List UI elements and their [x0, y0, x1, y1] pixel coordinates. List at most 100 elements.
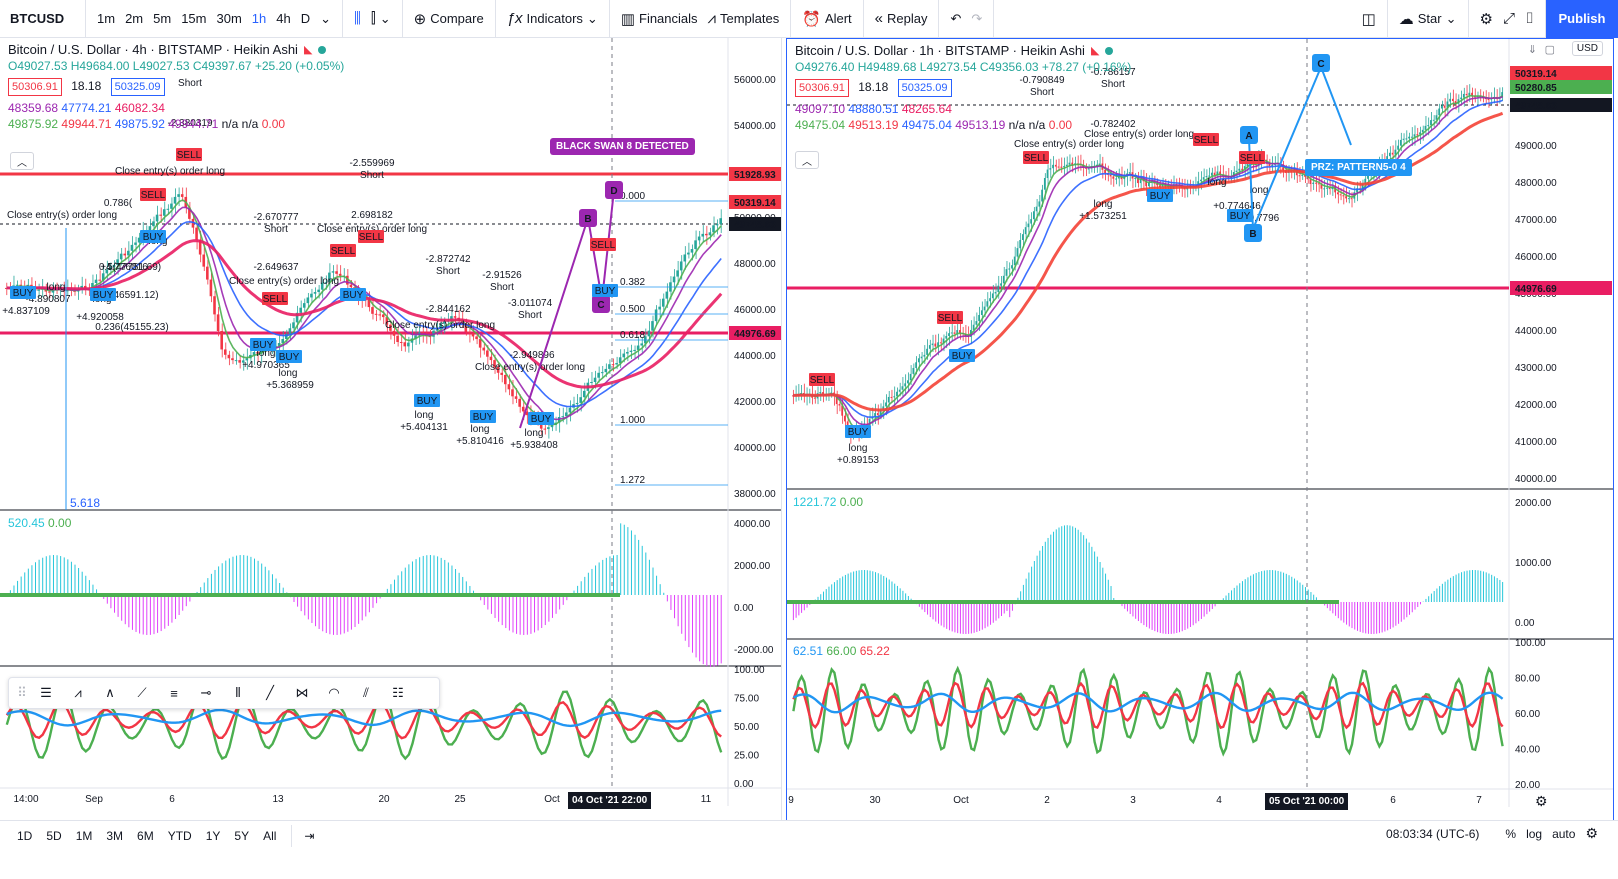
abcde-pattern-icon[interactable]: ⩘ — [74, 685, 82, 700]
left-sell-price[interactable]: 50306.91 — [8, 78, 62, 96]
log-toggle[interactable]: log — [1526, 826, 1543, 841]
range-5D[interactable]: 5D — [46, 829, 62, 843]
fib-left-label: 5.618 — [70, 496, 101, 510]
symbol-search[interactable]: BTCUSD — [0, 0, 86, 37]
fullscreen-icon[interactable]: ⤢ — [1502, 10, 1515, 27]
candle-body — [672, 276, 676, 283]
prz-label: PRZ: PATTERN5-0 4 — [1305, 159, 1412, 176]
candle-body — [1326, 187, 1328, 189]
candle-body — [403, 342, 407, 347]
xabcd-pattern-icon[interactable]: ⋈ — [295, 685, 309, 700]
candle-body — [582, 390, 586, 398]
camera-icon[interactable]: ⌷ — [1524, 10, 1534, 27]
financials-button[interactable]: ▥ Financials — [616, 5, 703, 33]
range-5Y[interactable]: 5Y — [234, 829, 250, 843]
interval-15m[interactable]: 15m — [181, 11, 207, 26]
right-time-cursor: 05 Oct '21 00:00 — [1265, 793, 1349, 810]
publish-button[interactable]: Publish — [1546, 0, 1618, 38]
parallel-channel-icon[interactable]: ⫽ — [363, 685, 369, 700]
right-sell-price[interactable]: 50306.91 — [795, 79, 849, 97]
range-1M[interactable]: 1M — [75, 829, 93, 843]
candle-body — [931, 343, 934, 346]
candle-body — [676, 270, 679, 277]
flag-icon[interactable]: ◣ — [1090, 45, 1100, 57]
collapse-legend-button[interactable]: ︿ — [795, 151, 819, 169]
interval-1h[interactable]: 1h — [251, 11, 267, 26]
strategy-annotation: +0.89153 — [837, 455, 879, 466]
candle-body — [590, 382, 593, 384]
undo-icon[interactable]: ↶ — [950, 10, 962, 26]
strategy-annotation: 382(46591.12) — [93, 290, 158, 301]
interval-4h[interactable]: 4h — [276, 11, 291, 26]
goto-date-icon[interactable]: ⇥ — [291, 825, 321, 847]
menu-lines-icon[interactable]: ☰ — [40, 685, 52, 700]
horizontal-ray-icon[interactable]: ⊸ — [200, 685, 212, 700]
range-1Y[interactable]: 1Y — [205, 829, 221, 843]
strategy-annotation: +4.837109 — [2, 306, 50, 317]
templates-button[interactable]: ⩘ Templates — [703, 5, 785, 33]
compare-button[interactable]: ⊕ Compare — [409, 5, 489, 33]
alert-button[interactable]: ⏰ Alert — [797, 5, 856, 33]
flag-icon[interactable]: ◣ — [303, 44, 313, 56]
candle-body — [1057, 166, 1060, 168]
maximize-icon[interactable]: ▢ — [1544, 44, 1555, 56]
price-tag-label: 51928.93 — [734, 170, 776, 181]
interval-30m[interactable]: 30m — [216, 11, 242, 26]
price-tag-label: 50280.85 — [1515, 83, 1557, 94]
candle-body — [180, 194, 184, 197]
vertical-lines-icon[interactable]: ⦀ — [235, 685, 241, 700]
interval-1m[interactable]: 1m — [97, 11, 116, 26]
arc-icon[interactable]: ◠ — [328, 685, 340, 700]
left-chart-pane[interactable]: 56000.0054000.0052000.0050000.0048000.00… — [0, 38, 782, 828]
collapse-legend-button[interactable]: ︿ — [10, 152, 34, 170]
fib-retracement-icon[interactable]: ≡ — [170, 685, 178, 701]
candle-body — [1000, 283, 1002, 286]
auto-toggle[interactable]: auto — [1552, 826, 1576, 841]
right-chart-pane[interactable]: 50000.0049000.0048000.0047000.0046000.00… — [786, 38, 1614, 828]
percent-toggle[interactable]: % — [1505, 826, 1517, 841]
download-icon[interactable]: ⇓ — [1527, 44, 1537, 56]
interval-5m[interactable]: 5m — [153, 11, 172, 26]
left-chart-canvas[interactable]: 56000.0054000.0052000.0050000.0048000.00… — [0, 38, 782, 828]
fib-level-label: 0.500 — [620, 304, 645, 315]
range-YTD[interactable]: YTD — [167, 829, 192, 843]
moving-average-line — [793, 111, 1504, 412]
candle-body — [1197, 181, 1200, 187]
range-6M[interactable]: 6M — [137, 829, 154, 843]
indicators-button[interactable]: ƒx Indicators ⌄ — [502, 5, 603, 33]
range-All[interactable]: All — [263, 829, 277, 843]
interval-2m[interactable]: 2m — [125, 11, 144, 26]
layout-icon[interactable]: ◫ — [1361, 10, 1376, 28]
right-buy-price[interactable]: 50325.09 — [897, 79, 952, 97]
candle-body — [378, 314, 381, 316]
line-icon[interactable]: ╱ — [266, 685, 274, 700]
chevron-down-icon[interactable]: ⌄ — [320, 10, 332, 26]
right-chart-canvas[interactable]: 50000.0049000.0048000.0047000.0046000.00… — [787, 39, 1614, 828]
redo-icon[interactable]: ↷ — [971, 10, 983, 26]
candle-body — [389, 324, 392, 331]
gear-icon[interactable]: ⚙ — [1479, 10, 1493, 28]
strategy-annotation: long — [471, 424, 490, 435]
candles-style-icon[interactable]: ⫿ ⌄ — [370, 10, 391, 27]
replay-button[interactable]: «Replay — [870, 5, 933, 33]
range-3M[interactable]: 3M — [106, 829, 124, 843]
range-1D[interactable]: 1D — [17, 829, 33, 843]
drag-handle-icon[interactable]: ⠿ — [17, 685, 27, 700]
abc-pattern-icon[interactable]: ∧ — [105, 685, 115, 700]
candle-body — [338, 273, 342, 276]
candle-body — [1200, 179, 1202, 182]
clock[interactable]: 08:03:34 (UTC-6) — [1386, 826, 1480, 841]
trend-line-icon[interactable]: ⟋ — [137, 685, 147, 700]
star-button[interactable]: ☁ Star ⌄ — [1394, 5, 1462, 33]
signal-label: BUY — [417, 396, 438, 407]
currency-selector[interactable]: USD — [1571, 41, 1603, 56]
harmonic-pattern-line — [1248, 64, 1352, 230]
pitchfork-icon[interactable]: ☷ — [392, 685, 404, 700]
candle-body — [980, 310, 983, 315]
candle-body — [15, 284, 19, 286]
left-buy-price[interactable]: 50325.09 — [110, 78, 165, 96]
bars-style-icon[interactable]: ⫼ — [354, 10, 361, 27]
gear-icon[interactable]: ⚙ — [1535, 793, 1548, 809]
gear-icon[interactable]: ⚙ — [1585, 825, 1598, 841]
interval-D[interactable]: D — [300, 11, 311, 26]
